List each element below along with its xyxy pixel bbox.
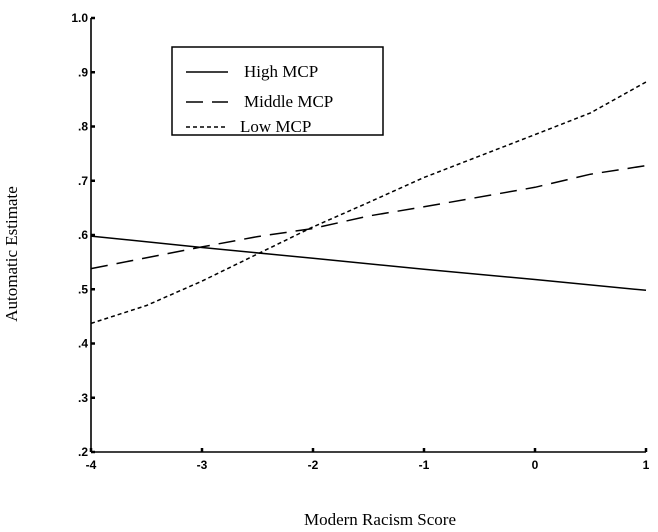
series-lines [90, 81, 647, 325]
legend-box [171, 46, 384, 136]
series-line-middle-mcp [90, 164, 647, 270]
y-tick-label: .8 [78, 120, 88, 134]
y-tick-label: .2 [78, 445, 88, 459]
x-tick-label: -4 [86, 458, 97, 472]
legend-label-middle-mcp: Middle MCP [244, 92, 333, 111]
y-tick-label: .7 [78, 174, 88, 188]
y-tick-label: .9 [78, 65, 88, 79]
x-tick-label: -1 [419, 458, 430, 472]
legend-label-high-mcp: High MCP [244, 62, 318, 81]
y-tick-label: .5 [78, 282, 88, 296]
y-tick-label: .4 [78, 337, 88, 351]
legend: High MCP Middle MCP Low MCP [171, 46, 384, 136]
series-line-low-mcp [90, 81, 647, 325]
y-tick-label: .3 [78, 391, 88, 405]
y-tick-label: 1.0 [71, 11, 88, 25]
x-axis-title: Modern Racism Score [304, 510, 456, 529]
series-line-high-mcp [90, 235, 647, 292]
y-tick-label: .6 [78, 228, 88, 242]
x-tick-label: 1 [643, 458, 650, 472]
x-tick-label: -2 [308, 458, 319, 472]
x-tick-label: -3 [197, 458, 208, 472]
axes: .2 .3 .4 .5 .6 .7 .8 .9 1.0 -4 -3 -2 -1 0 1 [71, 11, 649, 472]
y-axis-title: Automatic Estimate [2, 186, 21, 322]
x-tick-label: 0 [532, 458, 539, 472]
legend-label-low-mcp: Low MCP [240, 117, 311, 136]
